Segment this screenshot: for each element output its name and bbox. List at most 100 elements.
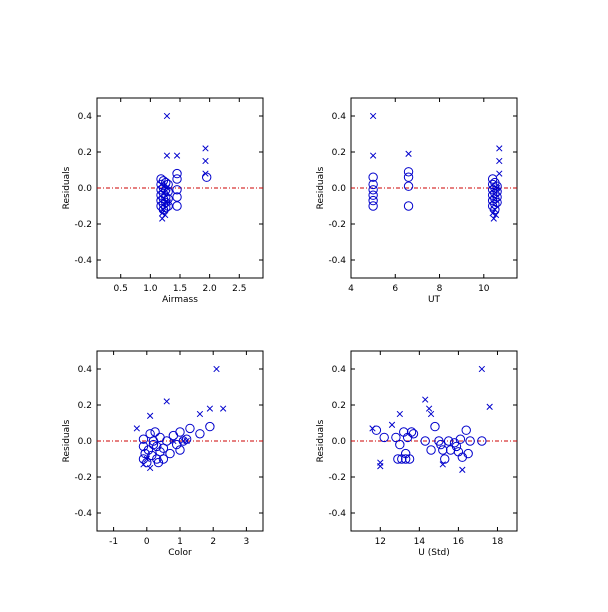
data-point-x: [489, 210, 496, 217]
data-point-circle: [420, 436, 430, 446]
data-point-circle: [443, 436, 454, 446]
data-point-x: [405, 150, 412, 157]
y-tick-label: 0.0: [332, 437, 347, 447]
data-point-circle: [426, 445, 436, 455]
x-tick-label: 0.5: [114, 284, 128, 294]
x-tick-label: 0: [144, 537, 150, 547]
data-point-x-stroke: [159, 210, 166, 217]
x-tick-label: 6: [392, 284, 398, 294]
data-point-x-stroke: [369, 425, 376, 432]
data-point-circle: [440, 454, 450, 464]
data-point-x-stroke: [369, 152, 377, 159]
data-point-circle: [393, 454, 403, 464]
data-point-x-stroke: [405, 150, 412, 157]
y-axis-label: Residuals: [62, 166, 72, 209]
data-point-circle: [205, 421, 215, 432]
data-point-circle: [175, 445, 185, 455]
data-point-circle: [371, 425, 382, 435]
data-point-x-stroke: [496, 170, 503, 177]
data-point-circle: [461, 425, 471, 435]
data-point-x-stroke: [146, 464, 154, 472]
data-point-x-stroke: [396, 410, 403, 418]
y-tick-label: -0.2: [328, 220, 346, 230]
data-point-x-stroke: [183, 437, 190, 445]
data-point-x: [164, 199, 172, 206]
y-tick-label: -0.2: [74, 220, 92, 230]
x-tick-label: 12: [375, 537, 386, 547]
x-tick-label: 2.5: [232, 284, 246, 294]
data-point-x-stroke: [492, 211, 500, 219]
data-point-x-stroke: [489, 210, 496, 217]
y-tick-label: -0.4: [74, 256, 92, 266]
data-point-x: [202, 157, 209, 165]
data-point-circle: [172, 174, 182, 184]
data-point-x: [160, 206, 167, 213]
data-point-circle: [161, 185, 171, 195]
data-point-circle: [172, 192, 182, 202]
data-point-circle: [463, 448, 473, 459]
chart-panel-4: -0.4 -0.2 0.0 0.2 0.4 12 14 16 18 U (Std) Residual…: [316, 350, 518, 558]
data-point-x: [491, 206, 499, 213]
data-point-x: [478, 365, 486, 373]
data-point-x-stroke: [496, 157, 503, 165]
data-point-x: [159, 210, 166, 217]
data-point-circle: [492, 197, 502, 208]
data-point-x: [133, 425, 140, 432]
chart-panel-3: -0.4 -0.2 0.0 0.2 0.4 -1 0 1 2 3 Color Residuals: [62, 350, 264, 558]
data-point-circle: [408, 429, 419, 439]
data-point-circle: [379, 432, 389, 443]
data-point-x: [490, 215, 497, 222]
data-point-x-stroke: [170, 437, 177, 445]
data-point-circle: [368, 195, 378, 206]
data-point-x: [496, 145, 503, 152]
y-tick-label: 0.0: [78, 437, 93, 447]
data-point-x: [162, 211, 169, 219]
data-point-circle: [403, 167, 414, 177]
data-point-circle: [147, 450, 157, 461]
data-point-x-stroke: [160, 206, 167, 213]
data-point-x: [173, 152, 181, 159]
x-tick-label: 8: [437, 284, 443, 294]
data-point-circle: [150, 427, 160, 437]
data-point-x-stroke: [427, 410, 435, 418]
data-point-circle: [477, 436, 487, 446]
data-point-x-stroke: [202, 157, 209, 165]
data-point-circle: [403, 172, 414, 182]
data-point-x: [202, 170, 209, 177]
data-point-circle: [492, 192, 502, 202]
x-axis-label: Airmass: [162, 295, 198, 305]
data-point-x: [377, 463, 384, 470]
data-point-circle: [451, 441, 462, 452]
data-point-circle: [391, 432, 401, 443]
y-tick-label: 0.2: [332, 148, 346, 158]
data-point-x-stroke: [140, 461, 147, 468]
data-point-x: [427, 410, 435, 418]
data-point-x: [143, 455, 150, 463]
data-point-x-stroke: [388, 421, 396, 428]
y-tick-label: 0.0: [78, 184, 93, 194]
data-point-x: [213, 365, 220, 373]
data-point-circle: [138, 434, 149, 444]
x-axis-label: UT: [428, 295, 441, 305]
data-point-x: [422, 396, 429, 403]
y-tick-label: 0.0: [332, 184, 347, 194]
data-point-x: [493, 184, 501, 192]
x-tick-label: 16: [453, 537, 465, 547]
y-tick-label: -0.4: [74, 509, 92, 519]
y-tick-label: 0.2: [332, 401, 346, 411]
data-point-x: [163, 184, 171, 192]
data-point-x-stroke: [206, 405, 214, 412]
data-point-x: [202, 145, 209, 152]
data-point-circle: [368, 190, 378, 200]
data-point-circle: [438, 445, 448, 455]
data-point-x-stroke: [164, 199, 172, 206]
data-point-circle: [404, 454, 415, 464]
data-point-circle: [172, 168, 182, 179]
data-point-x: [439, 461, 446, 468]
data-point-x-stroke: [133, 425, 140, 432]
data-point-circle: [138, 454, 149, 464]
data-point-circle: [158, 454, 169, 464]
data-point-x-stroke: [163, 184, 171, 192]
x-tick-label: 4: [348, 284, 354, 294]
